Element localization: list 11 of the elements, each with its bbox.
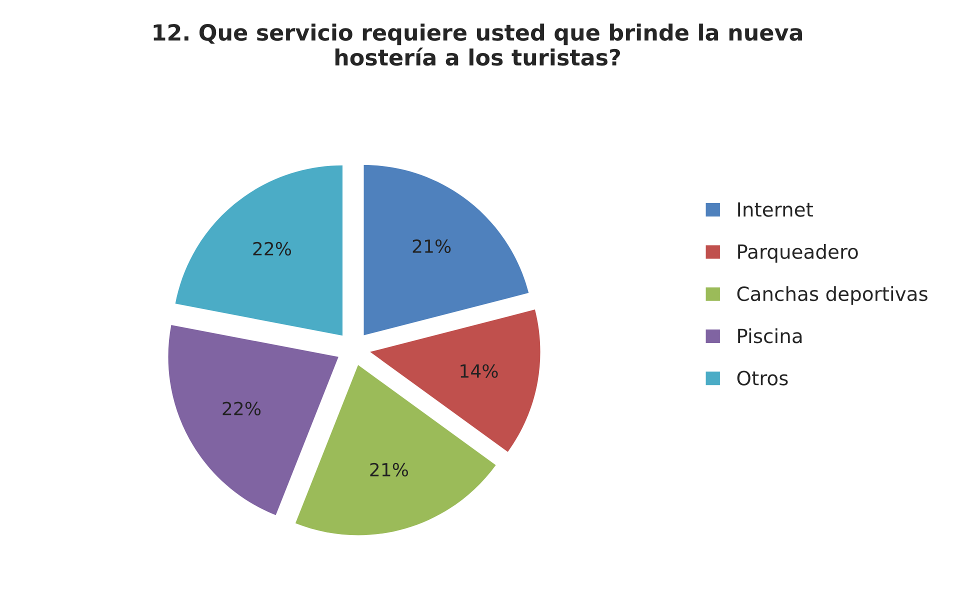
chart-title: 12. Que servicio requiere usted que brinde la nueva hostería a los turistas? bbox=[154, 24, 802, 66]
data-label: 21% bbox=[412, 239, 451, 254]
legend-label: Otros bbox=[737, 370, 788, 386]
legend-label: Parqueadero bbox=[738, 244, 858, 263]
legend-label: Internet bbox=[738, 202, 813, 217]
data-label: 22% bbox=[222, 402, 261, 416]
data-label: 14% bbox=[460, 364, 498, 378]
legend-label: Canchas deportivas bbox=[737, 286, 928, 305]
legend-label: Piscina bbox=[738, 328, 802, 344]
data-label: 21% bbox=[370, 462, 408, 477]
data-label: 22% bbox=[253, 242, 292, 256]
